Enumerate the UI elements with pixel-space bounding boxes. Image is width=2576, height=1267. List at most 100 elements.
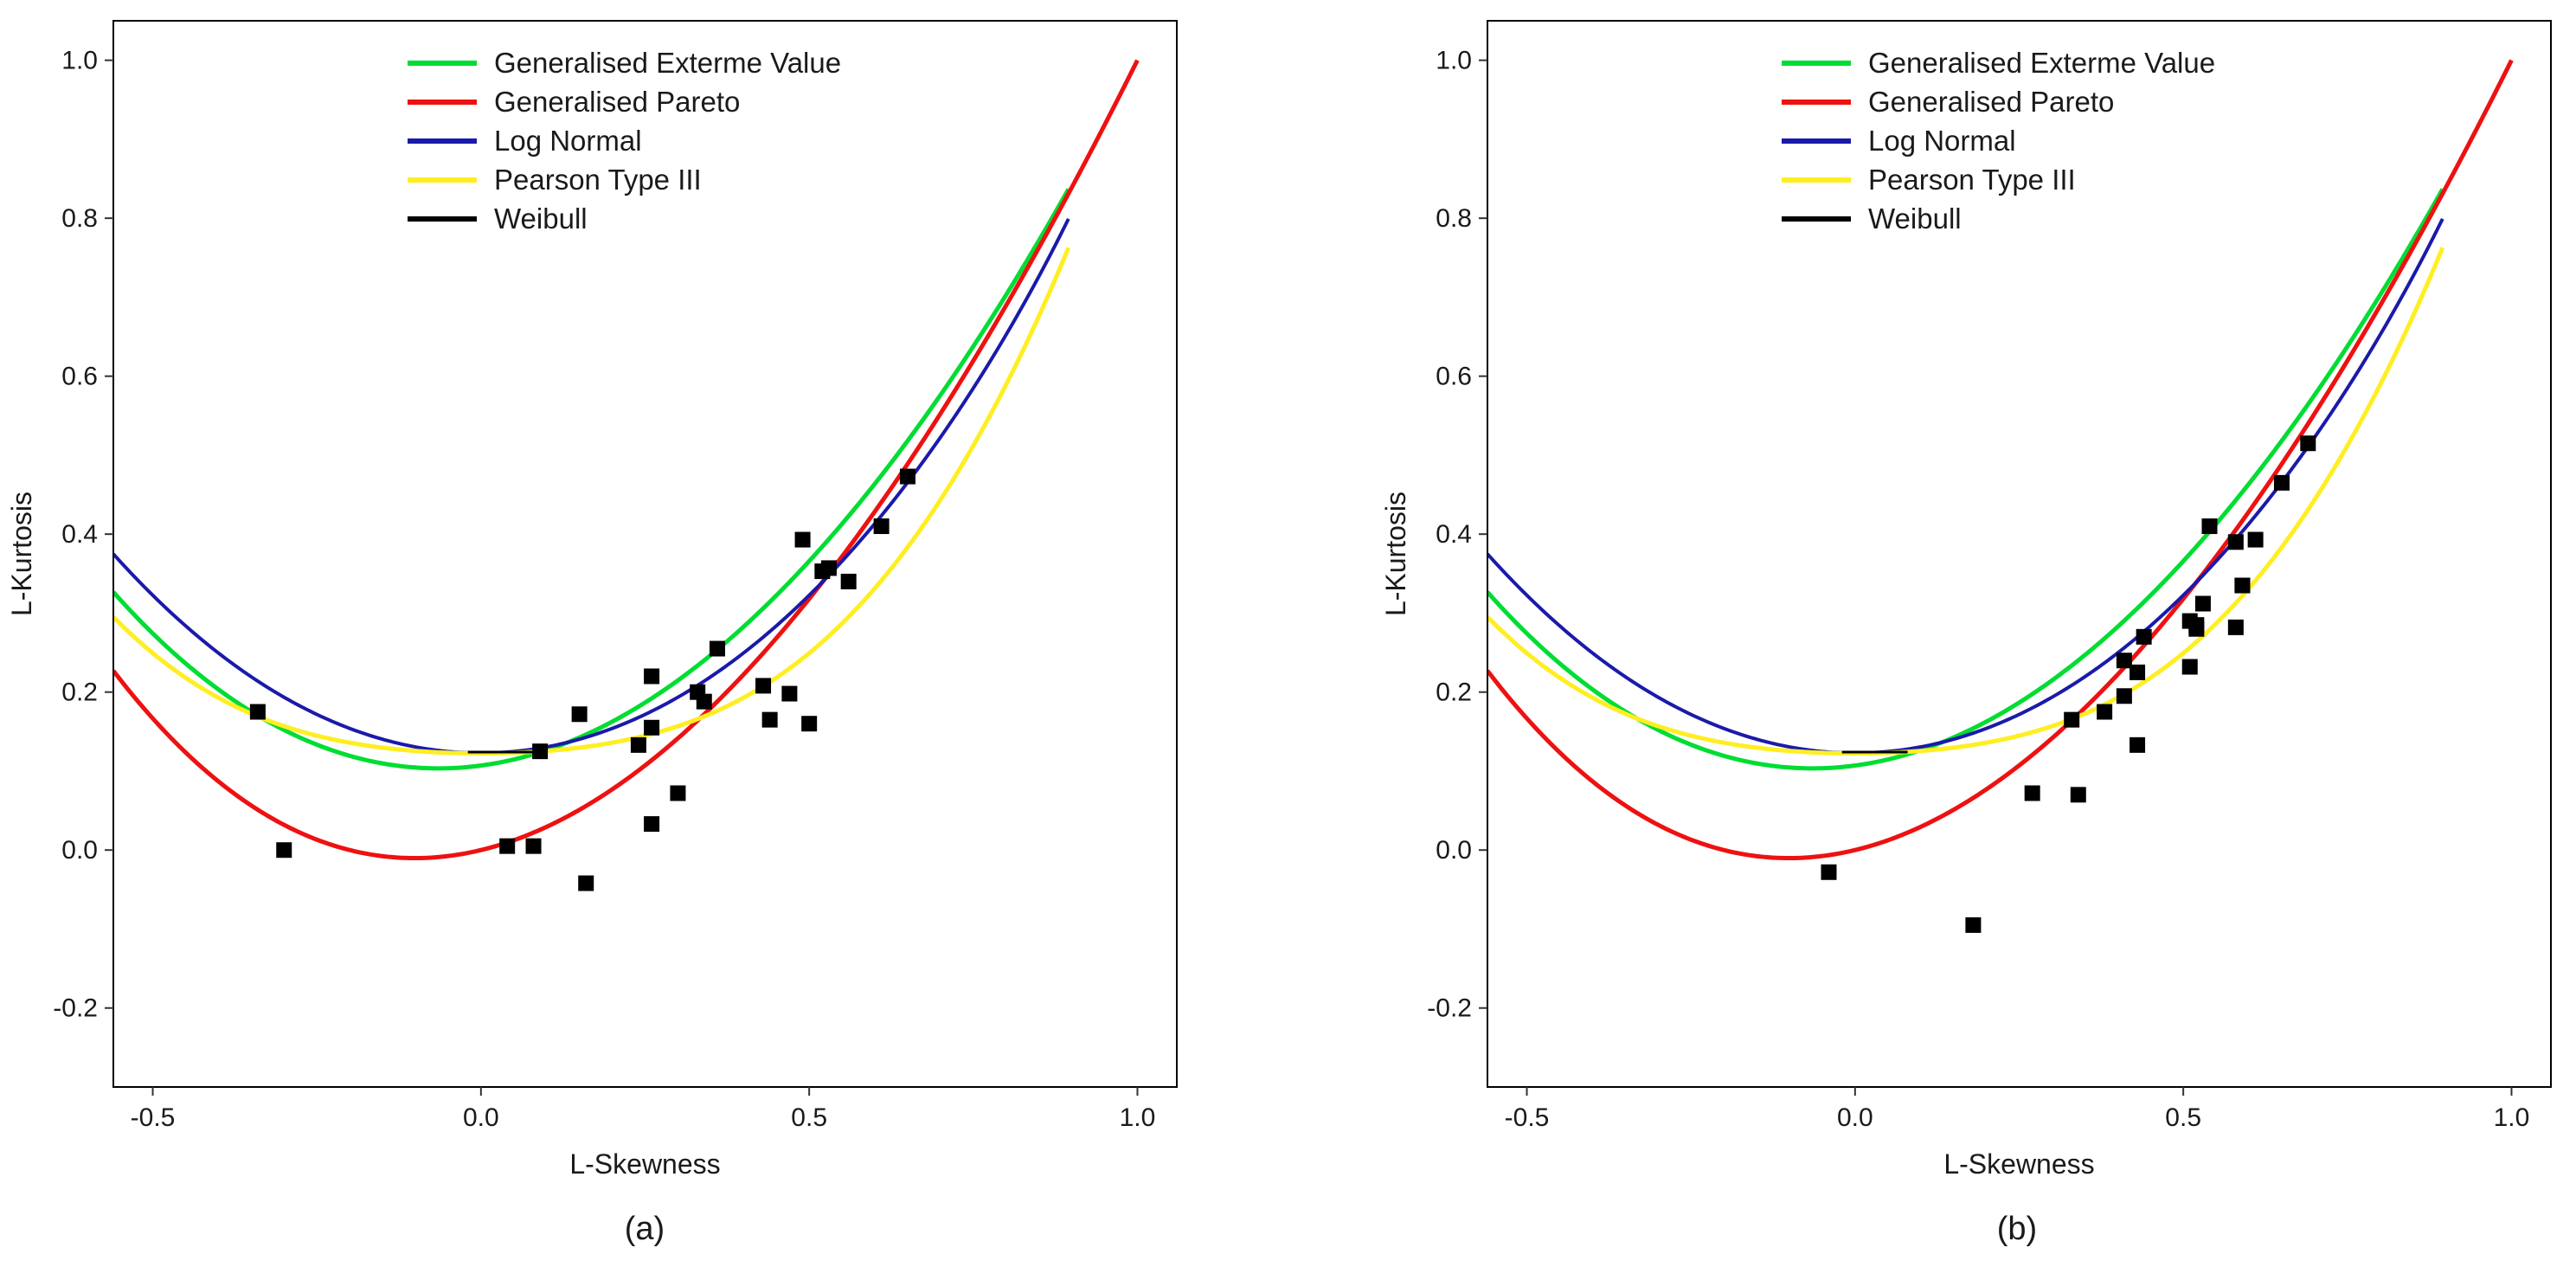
legend-item-pe3: Pearson Type III: [1782, 164, 2076, 196]
x-tick-label: -0.5: [131, 1103, 176, 1132]
data-point: [781, 685, 798, 702]
data-point: [1821, 864, 1837, 880]
legend-label: Weibull: [494, 203, 588, 235]
legend-label: Pearson Type III: [1868, 164, 2076, 196]
plot-frame: [1487, 20, 2552, 1088]
y-tick-label: -0.2: [1427, 994, 1472, 1023]
legend-label: Pearson Type III: [494, 164, 702, 196]
data-point: [820, 560, 837, 576]
data-point: [2130, 664, 2146, 680]
y-tick-label: 0.4: [1436, 520, 1472, 549]
data-point: [2194, 595, 2211, 612]
legend-item-ln3: Log Normal: [1782, 125, 2016, 157]
data-point: [670, 785, 686, 801]
data-point: [696, 693, 712, 710]
legend-label: Generalised Exterme Value: [494, 47, 841, 79]
data-point: [276, 842, 292, 859]
data-point: [249, 704, 266, 720]
y-tick-label: 0.6: [1436, 363, 1472, 391]
chart-panel-a: -0.5 0.0 0.5 1.0 -0.2 0.0 0.2 0.4 0.6 0.8 1.0 L-Ske…: [6, 20, 1178, 1247]
data-point: [630, 736, 646, 753]
y-tick-label: 0.8: [61, 204, 98, 233]
legend-label: Generalised Pareto: [494, 86, 740, 118]
data-point: [2097, 704, 2113, 720]
legend-item-gev: Generalised Exterme Value: [1782, 47, 2215, 79]
data-point: [2188, 617, 2205, 634]
x-tick-label: -0.5: [1505, 1103, 1550, 1132]
data-point: [2181, 659, 2198, 675]
x-tick-label: 0.0: [1837, 1103, 1873, 1132]
legend-item-pe3: Pearson Type III: [408, 164, 702, 196]
data-point: [2116, 653, 2132, 669]
curve-pe3: [113, 247, 1071, 756]
data-point: [2234, 577, 2251, 594]
data-point: [2064, 711, 2080, 728]
data-point: [873, 518, 890, 535]
data-point: [2201, 518, 2218, 535]
y-tick-label: -0.2: [53, 994, 98, 1023]
panel-caption: (a): [625, 1211, 665, 1247]
data-point: [755, 678, 772, 694]
curve-gpa: [1487, 59, 2514, 861]
data-point: [1965, 916, 1982, 933]
data-points: [1821, 435, 2316, 933]
data-point: [2136, 628, 2152, 645]
data-point: [571, 706, 588, 723]
data-point: [525, 838, 542, 854]
y-axis-label: L-Kurtosis: [1380, 492, 1411, 616]
x-tick-label: 0.5: [791, 1103, 827, 1132]
data-point: [2024, 785, 2040, 801]
legend: Generalised Exterme Value Generalised Par…: [408, 47, 841, 235]
data-point: [532, 743, 549, 760]
legend-item-ln3: Log Normal: [408, 125, 642, 157]
x-tick-label: 0.0: [463, 1103, 499, 1132]
legend-label: Generalised Pareto: [1868, 86, 2114, 118]
legend-item-gev: Generalised Exterme Value: [408, 47, 841, 79]
legend-item-wei: Weibull: [408, 203, 588, 235]
data-point: [2273, 474, 2290, 491]
data-point: [644, 668, 660, 685]
data-point: [499, 838, 516, 854]
curve-ln3: [113, 217, 1070, 756]
y-tick-label: 0.2: [1436, 679, 1472, 707]
data-point: [761, 711, 778, 728]
y-tick-label: 0.2: [61, 679, 98, 707]
y-tick-label: 0.0: [1436, 836, 1472, 865]
curve-pe3: [1487, 247, 2445, 756]
y-tick-label: 0.6: [61, 363, 98, 391]
data-point: [2247, 531, 2264, 548]
data-point: [644, 719, 660, 736]
x-axis-label: L-Skewness: [1943, 1148, 2094, 1180]
data-point: [2116, 688, 2132, 704]
data-point: [2070, 787, 2086, 803]
data-point: [794, 531, 811, 548]
legend-item-gpa: Generalised Pareto: [1782, 86, 2114, 118]
legend-label: Log Normal: [494, 125, 642, 157]
legend-label: Log Normal: [1868, 125, 2016, 157]
y-tick-label: 1.0: [1436, 47, 1472, 75]
panel-caption: (b): [1997, 1211, 2037, 1247]
data-point: [2300, 435, 2316, 452]
x-axis-label: L-Skewness: [569, 1148, 720, 1180]
x-tick-label: 1.0: [1120, 1103, 1156, 1132]
legend-label: Weibull: [1868, 203, 1962, 235]
y-tick-label: 0.8: [1436, 204, 1472, 233]
x-tick-label: 1.0: [2494, 1103, 2530, 1132]
y-tick-label: 0.0: [61, 836, 98, 865]
y-tick-label: 1.0: [61, 47, 98, 75]
data-point: [840, 573, 857, 589]
chart-panel-b: -0.5 0.0 0.5 1.0 -0.2 0.0 0.2 0.4 0.6 0.8 1.0 L-Ske…: [1380, 20, 2552, 1247]
data-point: [2227, 619, 2244, 635]
curves: [113, 59, 1140, 861]
data-point: [2227, 534, 2244, 550]
curve-ln3: [1487, 217, 2444, 756]
data-point: [644, 816, 660, 833]
data-point: [801, 716, 818, 732]
x-tick-label: 0.5: [2165, 1103, 2201, 1132]
legend-label: Generalised Exterme Value: [1868, 47, 2215, 79]
data-point: [578, 875, 594, 891]
data-point: [899, 468, 915, 485]
data-point: [2130, 736, 2146, 753]
legend: Generalised Exterme Value Generalised Par…: [1782, 47, 2215, 235]
